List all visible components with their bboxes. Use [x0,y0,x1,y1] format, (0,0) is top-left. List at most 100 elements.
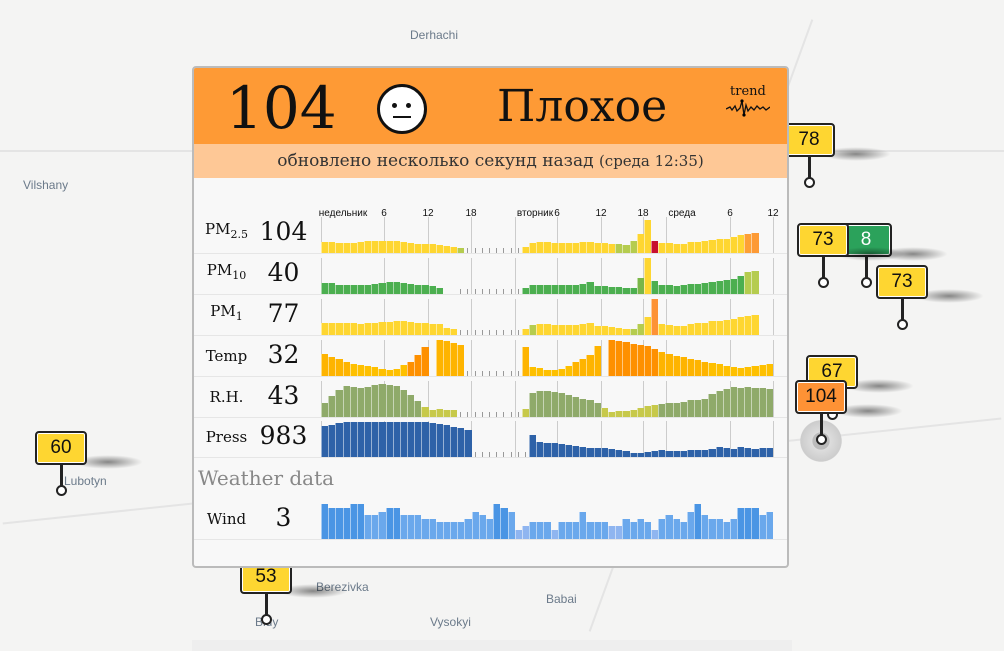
bar [694,360,702,376]
bar [349,504,357,539]
missing-data-tick [489,330,491,335]
metric-bar-chart[interactable] [321,258,774,294]
bar [450,522,458,539]
bar [701,241,709,253]
missing-data-tick [510,452,512,457]
time-tick-label: недельник [318,208,368,219]
bar [378,511,386,539]
bar [765,511,773,539]
bar [321,402,329,417]
bar [722,388,730,417]
trend-label: trend [730,84,766,99]
bar [385,240,393,253]
bar [335,423,343,457]
bar [694,504,702,539]
gridline [515,340,516,376]
missing-data-tick [467,371,469,376]
bar [643,219,652,253]
bar [543,242,551,253]
bar [686,358,695,376]
bar [435,287,443,294]
gridline [384,258,385,294]
bar [442,522,451,539]
gridline [773,258,774,294]
bar [593,346,601,376]
bar [321,354,329,376]
bar [572,242,580,253]
bar [579,283,587,294]
bar [450,342,458,376]
missing-data-tick [481,412,483,417]
bar [550,529,558,539]
gridline [730,340,731,376]
gridline [643,299,644,335]
marker-value: 73 [797,223,849,257]
bar [744,387,752,417]
bar [636,278,644,294]
bar [385,384,393,417]
trend-button[interactable]: trend [726,84,770,117]
gridline [773,421,774,457]
gridline [321,217,322,253]
metric-bar-chart[interactable] [321,340,774,376]
bar [737,276,745,294]
missing-data-tick [474,412,476,417]
time-tick-label: 6 [381,208,387,219]
place-label: Lubotyn [64,474,107,488]
gridline [773,381,774,417]
bar [564,395,573,417]
gridline [643,381,644,417]
bar [335,508,343,539]
bar [557,285,565,294]
bar [364,241,372,253]
bar [593,286,601,294]
metric-label: PM2.5 [205,220,248,241]
bar [622,410,630,417]
bar [607,327,616,335]
bar [686,449,695,457]
bar [643,522,652,539]
bar [521,526,530,539]
bar [751,388,759,417]
bar [751,449,759,457]
bar [550,285,558,294]
bar [679,401,687,417]
bar [399,421,408,457]
bar [744,508,752,539]
gridline [515,299,516,335]
bar [421,518,429,539]
bar [442,327,451,335]
gridline [428,217,429,253]
missing-data-tick [481,289,483,294]
bar [737,317,745,335]
gridline [557,258,558,294]
bar [478,515,486,539]
metric-bar-chart[interactable] [321,217,774,253]
bar [665,354,673,376]
missing-data-tick [510,330,512,335]
gridline [471,258,472,294]
place-label: Derhachi [410,28,459,42]
horizontal-scrollbar[interactable] [192,640,792,651]
missing-data-tick [467,330,469,335]
bar [658,324,666,335]
bar [708,240,716,253]
gridline [428,299,429,335]
bar [729,278,738,294]
bar [421,285,429,294]
bar [615,327,623,335]
bar [593,403,601,417]
bar [564,444,573,457]
bar [392,368,400,376]
metric-bar-chart[interactable] [321,381,774,417]
metric-bar-chart[interactable] [321,503,773,539]
bar [378,368,386,376]
bar [658,404,666,417]
bar [701,361,709,376]
bar [722,319,730,335]
metric-bar-chart[interactable] [321,299,774,335]
bar [428,409,436,417]
metric-bar-chart[interactable] [321,421,774,457]
bar [672,326,680,335]
bar [572,522,580,539]
